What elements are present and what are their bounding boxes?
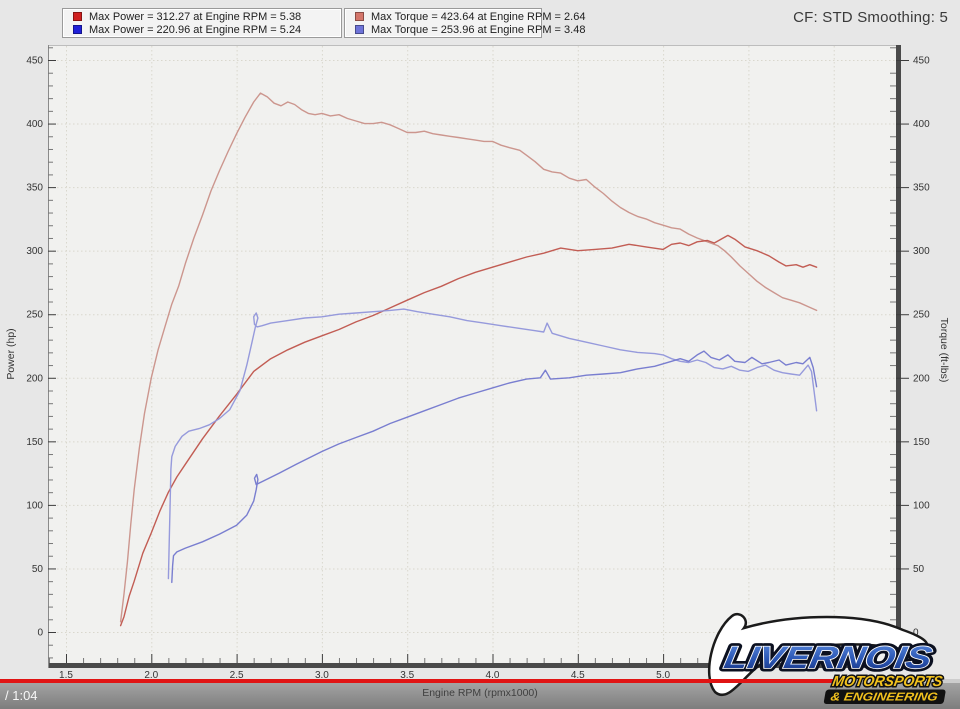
svg-text:100: 100 <box>26 500 43 511</box>
livernois-logo: LIVERNOIS LIVERNOIS MOTORSPORTS & ENGINE… <box>718 637 946 704</box>
svg-text:250: 250 <box>913 310 930 321</box>
gridlines <box>49 46 895 662</box>
svg-text:250: 250 <box>26 310 43 321</box>
video-time-label: / 1:04 <box>5 688 38 703</box>
series-power-run-1 <box>119 234 818 627</box>
svg-text:0: 0 <box>37 628 43 639</box>
series-torque-run-2 <box>167 308 818 580</box>
svg-text:50: 50 <box>32 564 44 575</box>
svg-text:50: 50 <box>913 564 925 575</box>
logo-line1: LIVERNOIS <box>722 640 935 675</box>
legend-row: Max Torque = 253.96 at Engine RPM = 3.48 <box>349 23 585 36</box>
logo-text-group: LIVERNOIS LIVERNOIS MOTORSPORTS & ENGINE… <box>718 637 946 704</box>
svg-text:350: 350 <box>913 183 930 194</box>
torque-run2-swatch-icon <box>355 25 364 34</box>
svg-text:2.0: 2.0 <box>144 670 158 681</box>
logo-line3: & ENGINEERING <box>830 692 939 704</box>
svg-text:3.0: 3.0 <box>315 670 329 681</box>
legend-row: Max Torque = 423.64 at Engine RPM = 2.64 <box>349 10 585 23</box>
svg-text:4.5: 4.5 <box>571 670 585 681</box>
legend-row: Max Power = 312.27 at Engine RPM = 5.38 <box>67 10 335 23</box>
x-axis-title: Engine RPM (rpmx1000) <box>422 687 538 699</box>
video-progress-bar[interactable] <box>0 679 843 683</box>
svg-text:300: 300 <box>26 246 43 257</box>
video-control-bar[interactable] <box>0 683 960 709</box>
legend-box-power: Max Power = 312.27 at Engine RPM = 5.38 … <box>62 8 342 38</box>
legend-row: Max Power = 220.96 at Engine RPM = 5.24 <box>67 23 335 36</box>
svg-text:200: 200 <box>26 373 43 384</box>
power-run1-swatch-icon <box>73 12 82 21</box>
svg-text:450: 450 <box>26 56 43 67</box>
legend-label: Max Torque = 253.96 at Engine RPM = 3.48 <box>371 23 586 36</box>
legend-label: Max Power = 312.27 at Engine RPM = 5.38 <box>89 10 302 23</box>
svg-text:300: 300 <box>913 246 930 257</box>
right-axis-bar <box>896 45 901 663</box>
svg-text:5.0: 5.0 <box>656 670 670 681</box>
swoosh-path <box>707 612 929 696</box>
svg-text:150: 150 <box>913 437 930 448</box>
svg-text:200: 200 <box>913 373 930 384</box>
logo-swoosh-shape <box>707 612 929 696</box>
logo-line1-outline: LIVERNOIS <box>722 640 935 675</box>
svg-text:450: 450 <box>913 56 930 67</box>
legend-label: Max Torque = 423.64 at Engine RPM = 2.64 <box>371 10 586 23</box>
y-axis-right-title: Torque (ft-lbs) <box>938 318 950 383</box>
legend-label: Max Power = 220.96 at Engine RPM = 5.24 <box>89 23 302 36</box>
svg-text:350: 350 <box>26 183 43 194</box>
series-power-run-2 <box>171 350 818 584</box>
power-run2-swatch-icon <box>73 25 82 34</box>
torque-run1-swatch-icon <box>355 12 364 21</box>
svg-text:1.5: 1.5 <box>59 670 73 681</box>
axis-ticks <box>48 47 909 663</box>
svg-text:4.0: 4.0 <box>486 670 500 681</box>
logo-line2: MOTORSPORTS <box>831 674 944 690</box>
plot-area <box>48 45 896 663</box>
svg-text:2.5: 2.5 <box>230 670 244 681</box>
logo-line3-chip <box>823 689 946 704</box>
svg-text:400: 400 <box>913 119 930 130</box>
axis-tick-labels: 0 0 50 50 100 100 150 150 200 200 250 250 300 300 350 3… <box>26 56 930 681</box>
series-torque-run-1 <box>119 92 818 623</box>
correction-smoothing-label: CF: STD Smoothing: 5 <box>793 9 948 26</box>
svg-text:400: 400 <box>26 119 43 130</box>
svg-text:3.5: 3.5 <box>400 670 414 681</box>
svg-text:150: 150 <box>26 437 43 448</box>
x-axis-bar <box>48 663 901 668</box>
svg-text:100: 100 <box>913 500 930 511</box>
y-axis-left-title: Power (hp) <box>5 328 17 379</box>
svg-text:0: 0 <box>913 628 919 639</box>
legend-box-torque: Max Torque = 423.64 at Engine RPM = 2.64… <box>344 8 585 38</box>
